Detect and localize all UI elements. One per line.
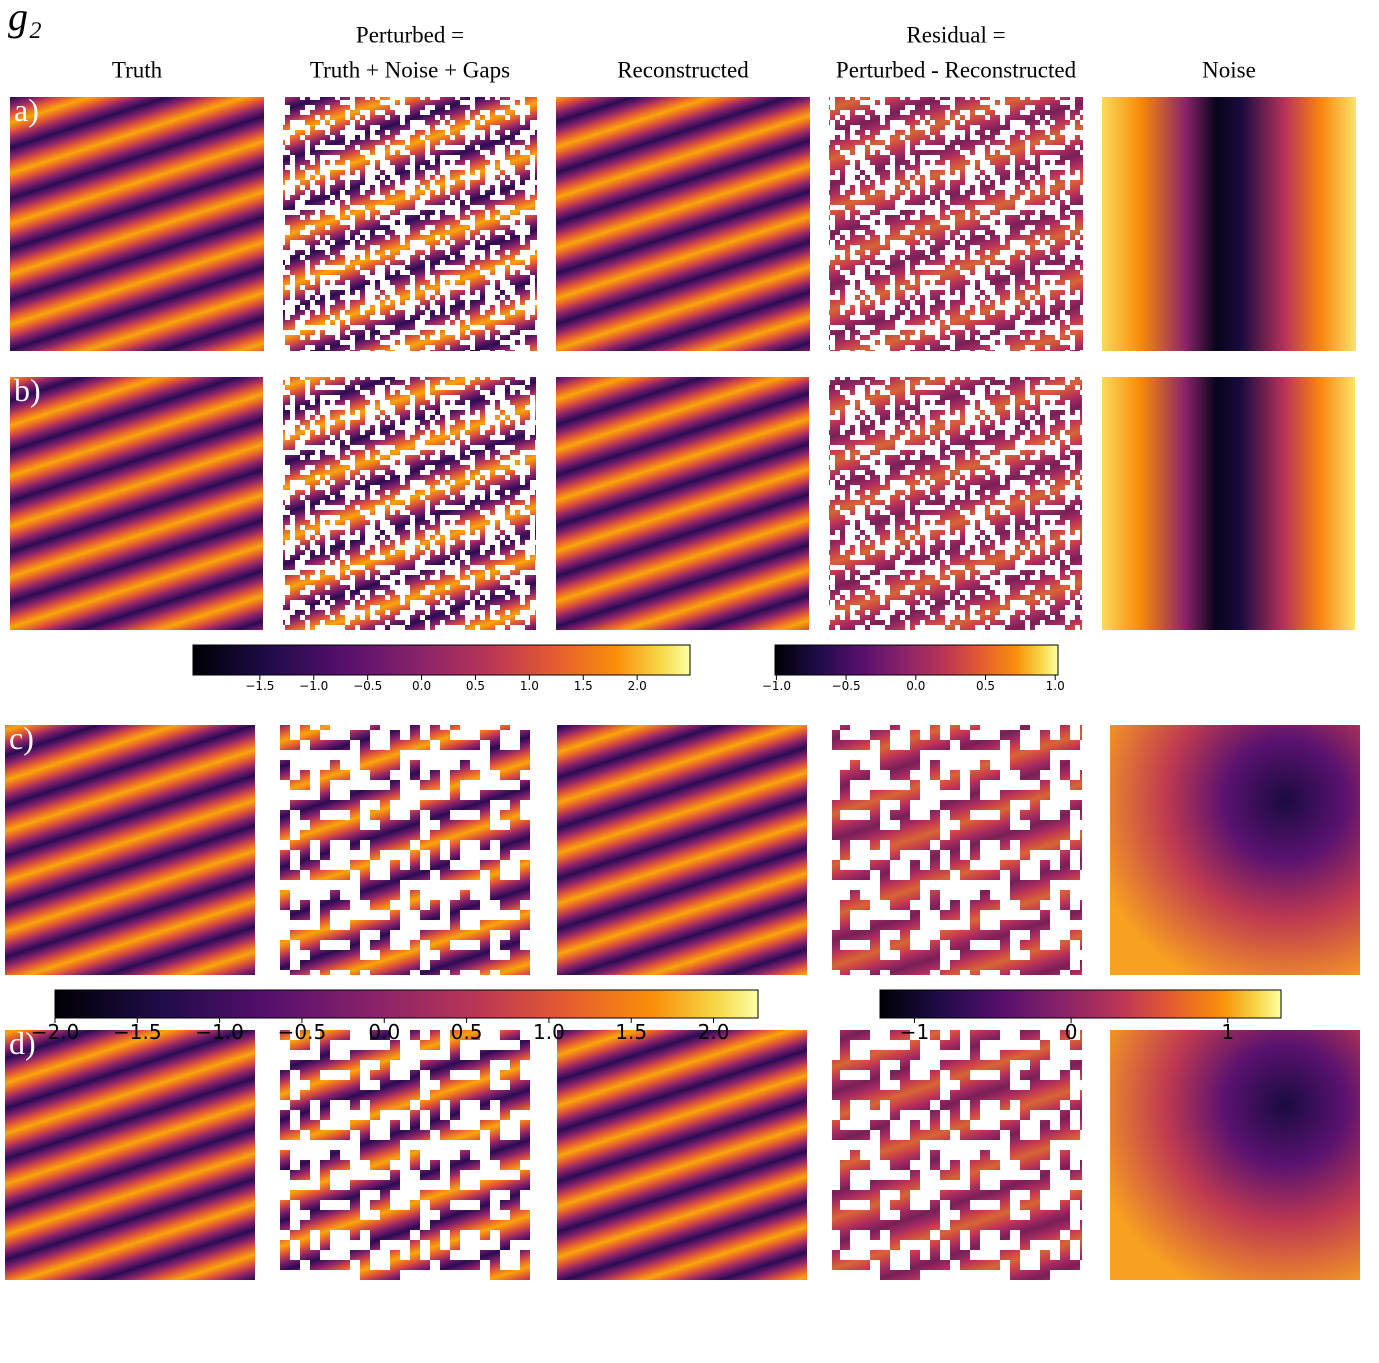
panel: [556, 97, 810, 351]
colorbar-tick-label: −1.5: [245, 679, 274, 693]
panel: [283, 97, 537, 351]
colorbar-tick-label: 1.0: [1046, 679, 1065, 693]
colorbar-tick-label: −1.0: [762, 679, 791, 693]
colorbar-tick-label: 0: [1065, 1020, 1078, 1044]
page: g₂ Truth Perturbed = Truth + Noise + Gaps R…: [0, 0, 1379, 1363]
row-label: a): [14, 92, 39, 128]
colorbar-tick-label: 0.5: [466, 679, 485, 693]
colorbar-tick-label: 1.0: [533, 1020, 565, 1044]
panel: d): [5, 1025, 255, 1280]
figure-title: g₂: [8, 0, 42, 39]
colorbar-tick-label: 0.0: [906, 679, 925, 693]
panel-gaps: [283, 97, 537, 351]
colorbar-tick-label: 2.0: [698, 1020, 730, 1044]
panel-gaps: [283, 377, 536, 630]
panel: [557, 725, 807, 975]
panel-image: [10, 97, 264, 351]
panel: [280, 1030, 530, 1280]
panel-image: [1110, 725, 1360, 975]
panel: a): [10, 92, 264, 351]
colorbar-tick-label: 2.0: [628, 679, 647, 693]
panel-image: [556, 377, 809, 630]
panel-image: [10, 377, 263, 630]
colorbar-tick-label: −1.0: [195, 1020, 244, 1044]
panel: [829, 377, 1082, 630]
figure: g₂ Truth Perturbed = Truth + Noise + Gaps R…: [0, 0, 1379, 1363]
colorbar: [193, 645, 690, 675]
colorbar-tick-label: 0.0: [368, 1020, 400, 1044]
column-header: Perturbed - Reconstructed: [836, 57, 1077, 82]
panel-image: [1102, 97, 1356, 351]
column-header: Residual =: [906, 22, 1005, 47]
column-header: Noise: [1202, 57, 1256, 82]
panel: [1110, 1030, 1360, 1280]
colorbar-tick-label: 1.0: [520, 679, 539, 693]
colorbar-tick-label: −0.5: [353, 679, 382, 693]
panel: c): [5, 720, 255, 975]
row-label: c): [9, 720, 34, 756]
panel-image: [557, 725, 807, 975]
panel-gaps: [280, 725, 530, 975]
panel: [283, 377, 536, 630]
panel-image: [1110, 1030, 1360, 1280]
panel-gaps: [832, 725, 1082, 975]
panel-image: [5, 1030, 255, 1280]
panel: [557, 1030, 807, 1280]
panel: [280, 725, 530, 975]
colorbar-tick-label: 1.5: [574, 679, 593, 693]
column-header: Perturbed =: [356, 22, 464, 47]
panel-image: [557, 1030, 807, 1280]
colorbar-tick-label: −1: [900, 1020, 929, 1044]
colorbar-tick-label: −1.0: [299, 679, 328, 693]
colorbar-tick-label: −0.5: [832, 679, 861, 693]
panel-image: [5, 725, 255, 975]
panel-image: [556, 97, 810, 351]
panel-gaps: [829, 377, 1082, 630]
panel: [832, 1030, 1082, 1280]
panel: [832, 725, 1082, 975]
colorbar-tick-label: 0.5: [451, 1020, 483, 1044]
colorbar-tick-label: −2.0: [31, 1020, 80, 1044]
panel-gaps: [829, 97, 1083, 351]
panel-image: [1102, 377, 1355, 630]
colorbar: [775, 645, 1058, 675]
panel: [1102, 97, 1356, 351]
panel: [1110, 725, 1360, 975]
colorbar-tick-label: 1: [1221, 1020, 1234, 1044]
colorbar: [880, 990, 1281, 1018]
colorbar: [55, 990, 758, 1018]
column-header: Truth + Noise + Gaps: [310, 57, 510, 82]
panel: [1102, 377, 1355, 630]
panel: [829, 97, 1083, 351]
panel: b): [10, 372, 263, 630]
column-header: Truth: [112, 57, 163, 82]
panel-gaps: [280, 1030, 530, 1280]
panel-gaps: [832, 1030, 1082, 1280]
colorbar-tick-label: −0.5: [278, 1020, 327, 1044]
row-label: b): [14, 372, 41, 408]
colorbar-tick-label: 0.0: [412, 679, 431, 693]
colorbar-tick-label: 1.5: [615, 1020, 647, 1044]
column-header: Reconstructed: [617, 57, 749, 82]
colorbar-tick-label: −1.5: [113, 1020, 162, 1044]
panel: [556, 377, 809, 630]
colorbar-tick-label: 0.5: [976, 679, 995, 693]
